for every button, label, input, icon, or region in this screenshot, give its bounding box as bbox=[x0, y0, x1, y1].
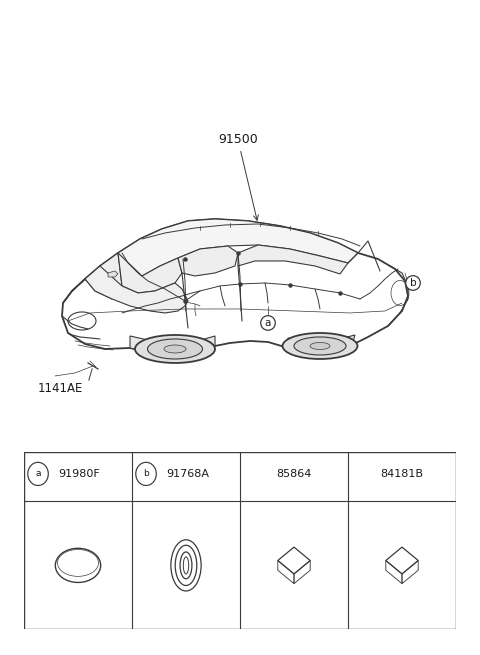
Polygon shape bbox=[62, 219, 408, 356]
Polygon shape bbox=[63, 266, 188, 313]
Text: 91768A: 91768A bbox=[167, 469, 210, 479]
Polygon shape bbox=[108, 271, 118, 277]
Text: b: b bbox=[143, 470, 149, 478]
Polygon shape bbox=[118, 219, 358, 286]
Text: 91500: 91500 bbox=[218, 133, 258, 220]
Ellipse shape bbox=[283, 333, 358, 359]
Polygon shape bbox=[178, 246, 238, 276]
FancyBboxPatch shape bbox=[24, 452, 456, 629]
Ellipse shape bbox=[164, 345, 186, 353]
Text: 1141AE: 1141AE bbox=[38, 383, 84, 396]
Text: 91980F: 91980F bbox=[59, 469, 100, 479]
Text: b: b bbox=[410, 278, 416, 288]
Polygon shape bbox=[85, 253, 122, 299]
Polygon shape bbox=[130, 336, 215, 356]
Text: a: a bbox=[265, 318, 271, 328]
Polygon shape bbox=[238, 245, 348, 274]
Ellipse shape bbox=[147, 339, 203, 359]
Polygon shape bbox=[288, 335, 355, 353]
Text: 85864: 85864 bbox=[276, 469, 312, 479]
Ellipse shape bbox=[310, 343, 330, 350]
Ellipse shape bbox=[135, 335, 215, 363]
Polygon shape bbox=[118, 253, 182, 293]
Text: a: a bbox=[36, 470, 41, 478]
Ellipse shape bbox=[294, 337, 346, 355]
Text: 84181B: 84181B bbox=[381, 469, 423, 479]
